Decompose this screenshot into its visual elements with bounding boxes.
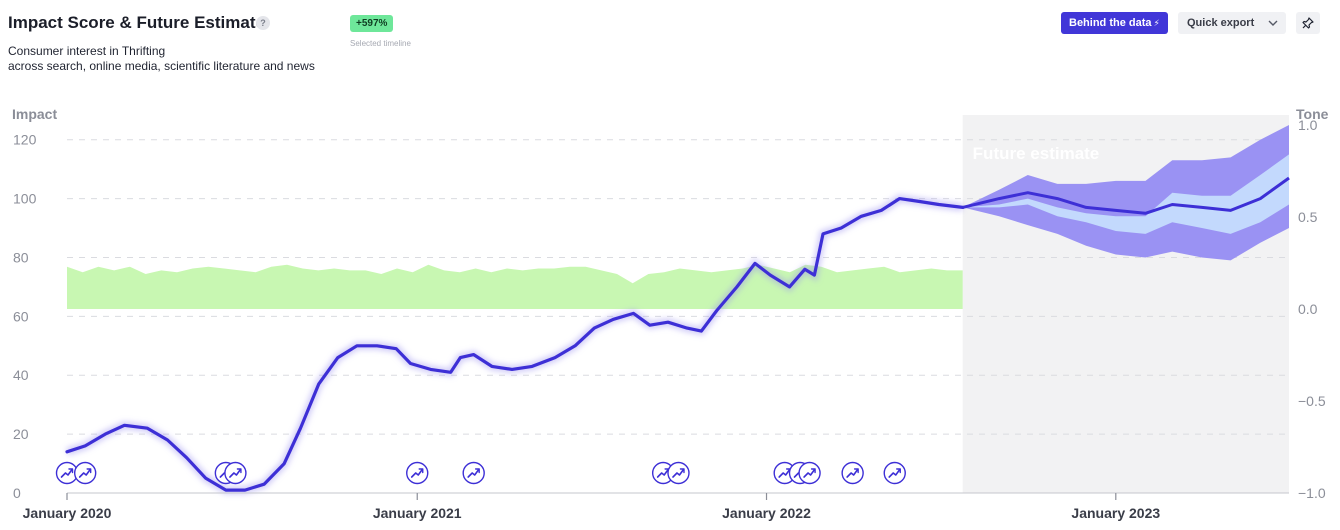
behind-the-data-button[interactable]: Behind the data ⚡︎ <box>1061 12 1168 34</box>
y-axis-label-right: Tone <box>1296 106 1329 122</box>
trend-arrow-icon[interactable] <box>667 461 690 485</box>
trend-arrow-icon[interactable] <box>883 461 906 485</box>
left-tick-label: 0 <box>13 485 21 501</box>
change-badge: +597% <box>350 15 394 32</box>
forecast-line <box>962 176 1290 215</box>
left-tick-label: 80 <box>13 249 29 265</box>
trend-arrow-icon[interactable] <box>224 461 247 485</box>
x-tick-label: January 2021 <box>373 505 462 521</box>
left-tick-label: 40 <box>13 367 29 383</box>
left-tick-label: 100 <box>13 191 37 207</box>
subtitle-line-1: Consumer interest in Thrifting <box>8 44 166 58</box>
pin-button[interactable] <box>1296 12 1320 34</box>
x-tick-label: January 2022 <box>722 505 811 521</box>
pin-icon <box>1302 17 1314 29</box>
right-tick-label: 1.0 <box>1298 117 1318 133</box>
subtitle-line-2: across search, online media, scientific … <box>8 59 315 73</box>
chart-subtitle: Consumer interest in Thrifting across se… <box>8 44 315 74</box>
trend-arrow-icon[interactable] <box>462 461 485 485</box>
future-estimate-label: Future estimate <box>973 144 1100 163</box>
x-tick-label: January 2023 <box>1071 505 1160 521</box>
y-axis-label-left: Impact <box>12 106 57 122</box>
trend-arrow-icon[interactable] <box>73 461 97 485</box>
left-tick-label: 60 <box>13 308 29 324</box>
lightning-icon: ⚡︎ <box>1153 18 1160 28</box>
impact-chart: 0 20 40 60 80 100 120 −1.0 −0.5 0.0 0.5 1.0 January … <box>12 106 1329 521</box>
tone-area <box>67 264 963 309</box>
left-tick-label: 120 <box>13 132 37 148</box>
quick-export-label: Quick export <box>1187 17 1255 29</box>
chart-title: Impact Score & Future Estimate <box>8 13 265 32</box>
impact-line <box>65 197 965 492</box>
change-caption: Selected timeline <box>350 39 411 48</box>
x-tick-label: January 2020 <box>23 505 112 521</box>
impact-line-glow <box>65 194 964 495</box>
quick-export-button[interactable]: Quick export <box>1178 12 1286 34</box>
right-tick-label: 0.5 <box>1298 209 1318 225</box>
forecast-inner-band <box>962 154 1289 234</box>
chevron-down-icon <box>1268 20 1278 26</box>
help-icon[interactable]: ? <box>256 16 270 30</box>
right-tick-label: −0.5 <box>1298 393 1326 409</box>
trend-arrow-icon[interactable] <box>773 461 796 485</box>
trend-arrow-icon[interactable] <box>406 461 429 485</box>
left-tick-label: 20 <box>13 426 29 442</box>
trend-arrow-icon[interactable] <box>841 461 864 485</box>
trend-arrow-icon[interactable] <box>798 461 821 485</box>
right-tick-label: 0.0 <box>1298 301 1318 317</box>
right-tick-label: −1.0 <box>1298 485 1326 501</box>
behind-the-data-label: Behind the data <box>1069 17 1152 29</box>
